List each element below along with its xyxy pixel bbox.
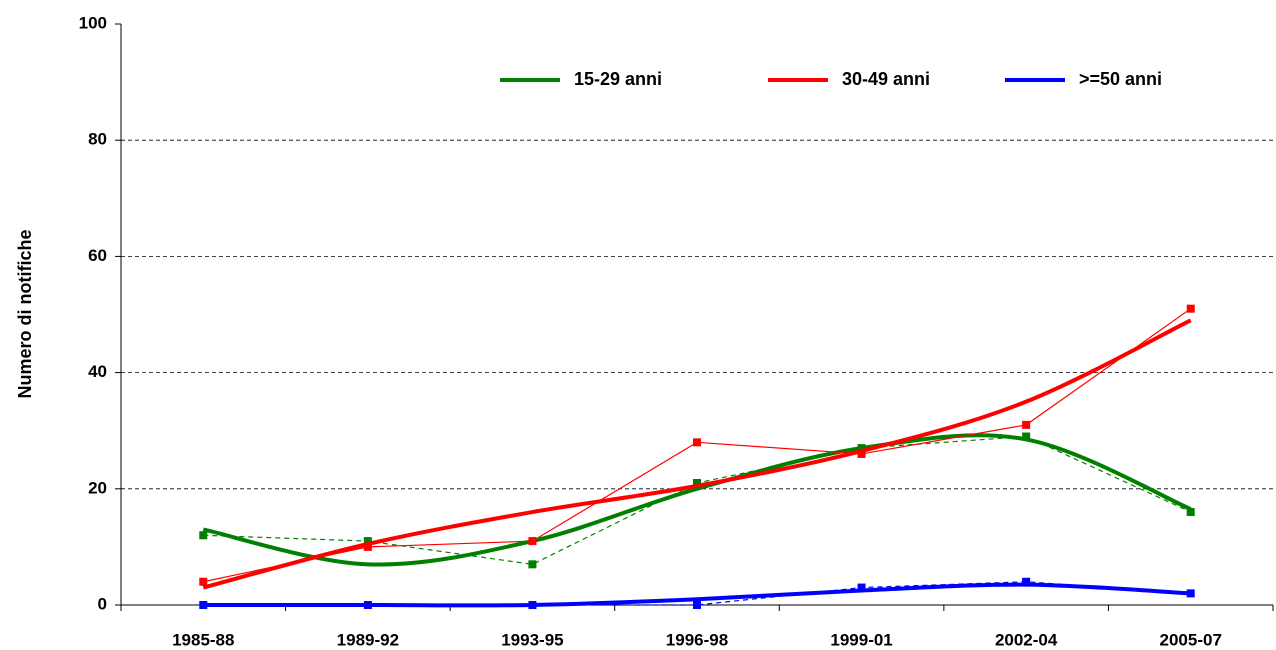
point-marker [857,449,866,458]
point-marker [1186,304,1195,313]
point-marker [1022,420,1031,429]
x-tick-label: 1989-92 [337,630,399,649]
legend-label: 15-29 anni [574,69,662,89]
point-marker [693,478,701,487]
y-tick-label: 100 [79,13,107,32]
point-marker [693,601,701,609]
point-marker [1022,432,1031,441]
x-tick-label: 2005-07 [1160,630,1222,649]
point-marker [693,438,701,447]
y-tick-label: 80 [88,130,107,149]
point-marker [1186,508,1195,517]
y-tick-label: 0 [98,594,107,613]
point-marker [363,542,372,551]
y-tick-label: 60 [88,246,107,265]
legend-label: 30-49 anni [842,69,930,89]
point-marker [199,577,208,586]
trend-line [202,318,1192,590]
point-marker [199,531,208,540]
x-tick-label: 1993-95 [501,630,563,649]
legend-label: >=50 anni [1079,69,1162,89]
point-marker [528,537,537,546]
x-tick-label: 1996-98 [666,630,728,649]
point-marker [528,560,537,569]
point-marker [1022,577,1031,586]
x-tick-label: 1985-88 [172,630,234,649]
point-marker [363,537,372,546]
point-marker [857,583,866,592]
x-tick-label: 2002-04 [995,630,1058,649]
trend-line [202,433,1192,567]
trend-line [203,582,1191,608]
y-axis-label: Numero di notifiche [15,229,35,398]
y-tick-label: 40 [88,362,107,381]
y-tick-label: 20 [88,478,107,497]
x-tick-label: 1999-01 [830,630,892,649]
observed-line [203,435,1191,565]
